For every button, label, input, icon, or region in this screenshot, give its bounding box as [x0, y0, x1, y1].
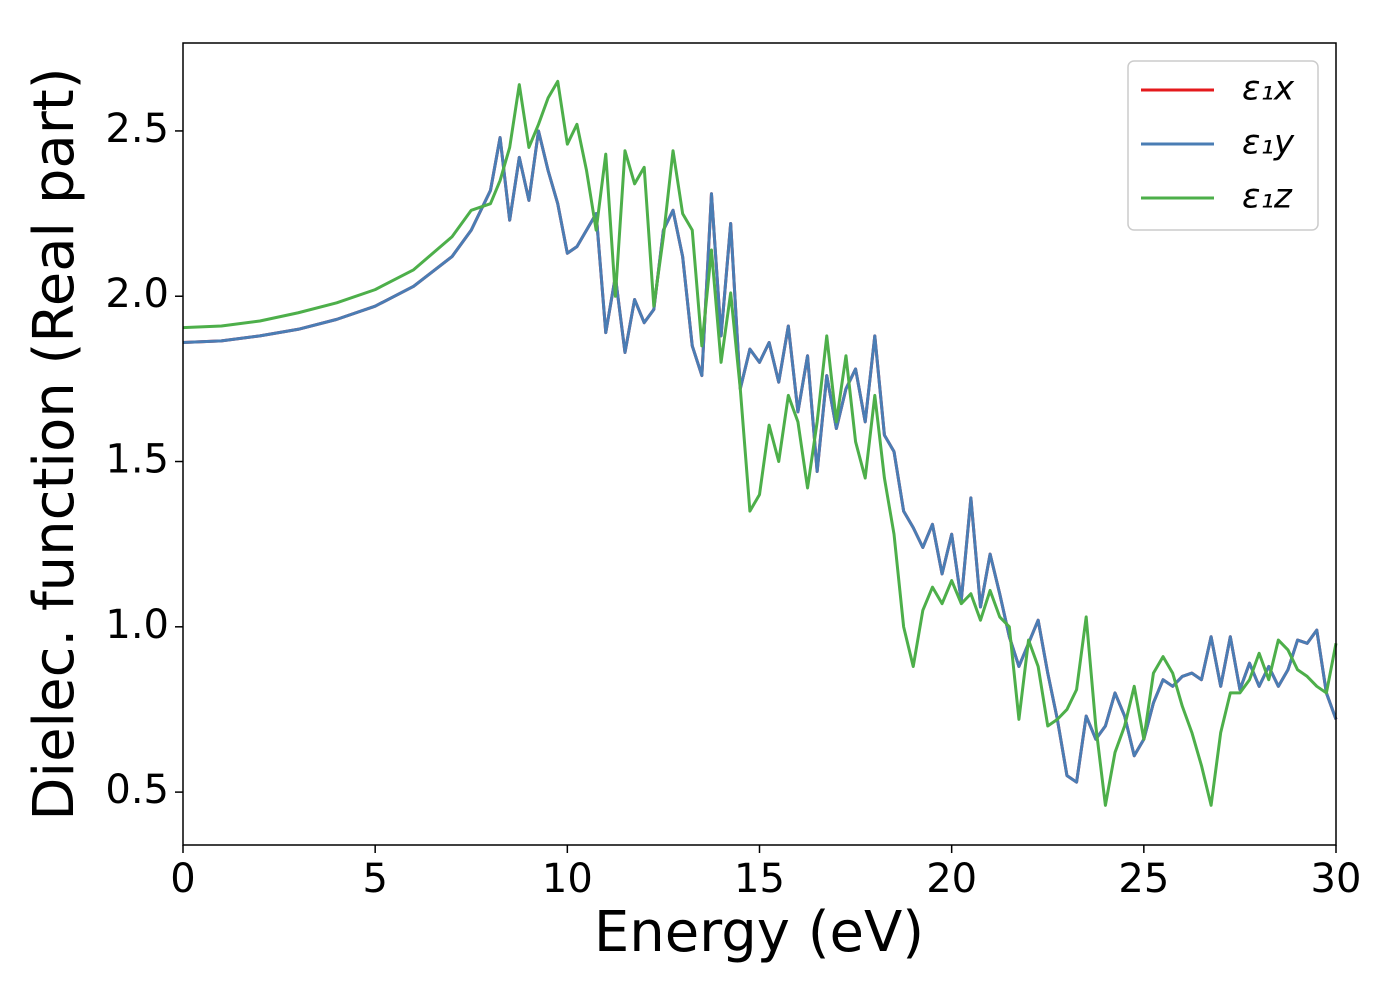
legend-box	[1127, 60, 1319, 231]
legend-label: ε₁y	[1242, 123, 1295, 163]
x-tick-label: 0	[170, 856, 195, 902]
x-tick-label: 20	[926, 856, 977, 902]
x-tick-label: 5	[362, 856, 387, 902]
x-tick-label: 25	[1118, 856, 1169, 902]
legend-label: ε₁z	[1242, 177, 1293, 217]
y-tick-label: 0.5	[105, 767, 169, 813]
series-line	[182, 79, 1338, 807]
y-tick-label: 2.0	[105, 271, 169, 317]
series-line	[182, 129, 1338, 784]
x-tick-label: 10	[542, 856, 593, 902]
y-tick-label: 1.5	[105, 437, 169, 483]
x-tick-label: 30	[1311, 856, 1362, 902]
y-tick-label: 1.0	[105, 602, 169, 648]
legend-label: ε₁x	[1242, 69, 1295, 109]
y-tick-label: 2.5	[105, 106, 169, 152]
x-tick-label: 15	[734, 856, 785, 902]
x-axis-label: Energy (eV)	[594, 900, 924, 965]
plot-frame	[182, 42, 1337, 846]
y-axis-label: Dielec. function (Real part)	[22, 67, 87, 820]
